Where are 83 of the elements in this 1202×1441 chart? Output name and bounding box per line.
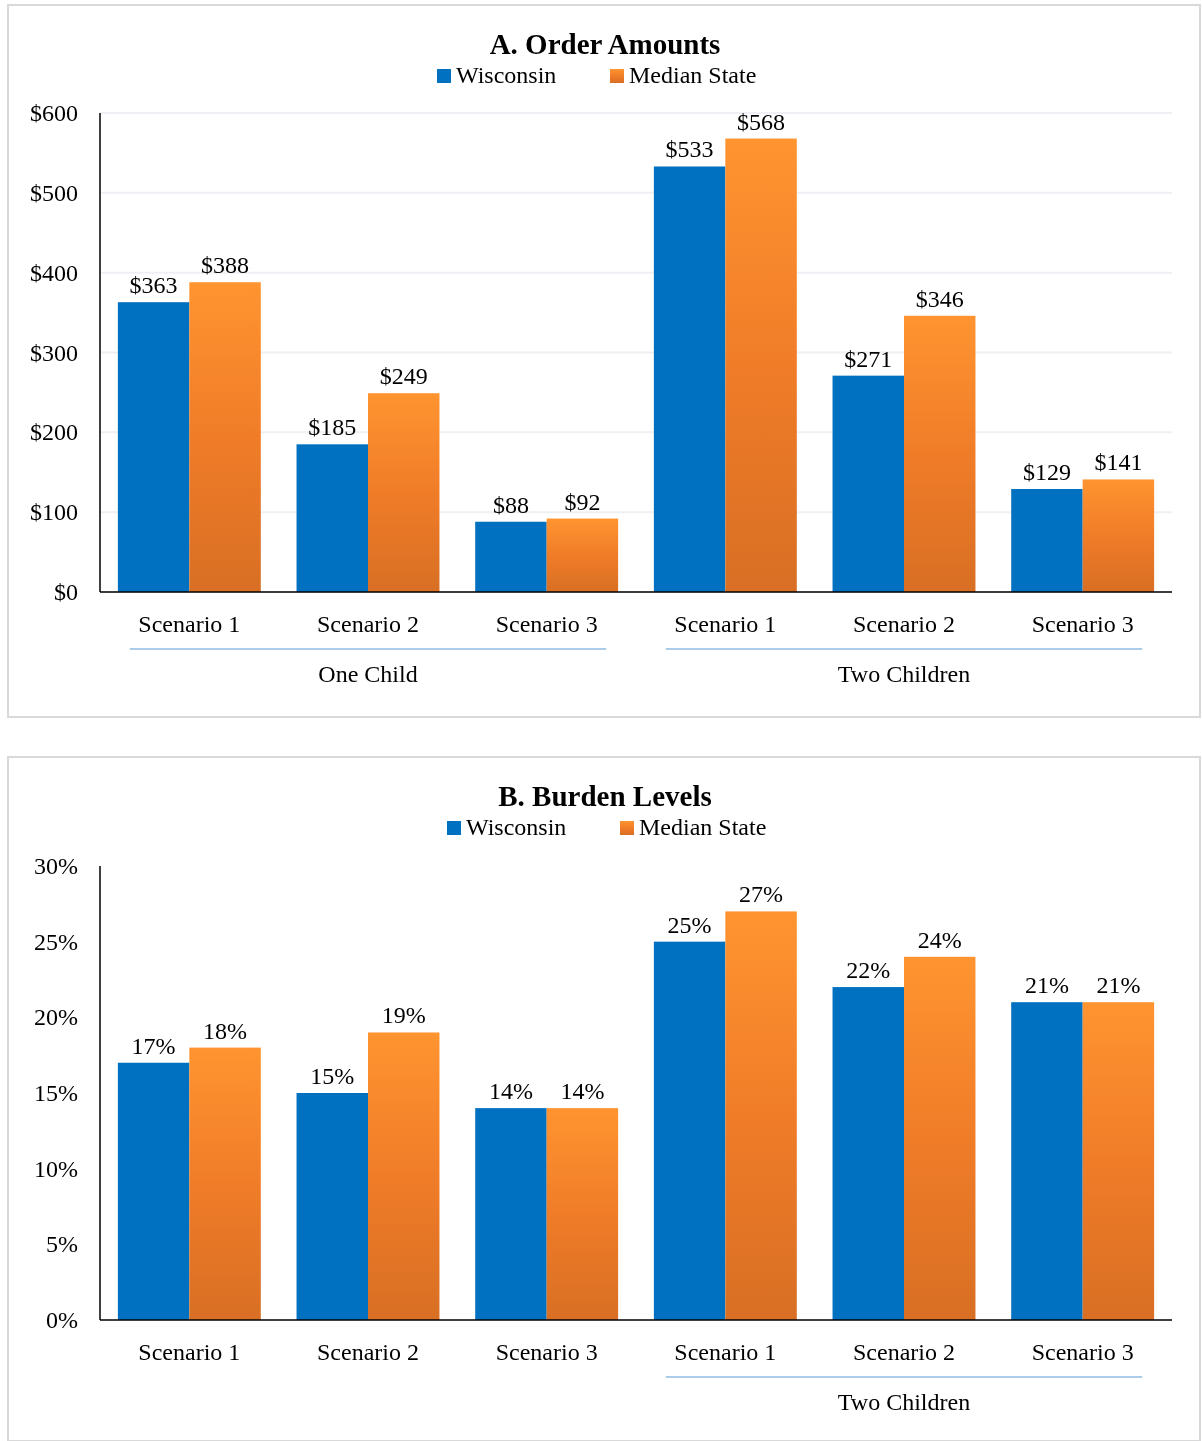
x-tick-label: Scenario 1 <box>674 1339 777 1365</box>
data-label: $92 <box>564 488 601 515</box>
y-tick-label: $200 <box>30 419 78 446</box>
y-tick-label: 0% <box>46 1307 78 1333</box>
bar <box>725 138 797 592</box>
data-label: $185 <box>308 414 357 441</box>
x-tick-label: Scenario 1 <box>138 1339 241 1365</box>
bar <box>475 521 547 592</box>
x-tick-label: Scenario 3 <box>495 611 598 637</box>
data-label: 14% <box>488 1078 533 1105</box>
bar <box>189 282 261 592</box>
bar <box>368 393 440 592</box>
data-label: 25% <box>667 911 712 938</box>
x-tick-label: Scenario 3 <box>495 1339 598 1365</box>
bar <box>1082 479 1155 592</box>
y-tick-label: $600 <box>30 100 78 126</box>
text: One Child <box>318 661 418 687</box>
x-tick-label: Scenario 2 <box>853 1339 955 1365</box>
bar <box>296 1093 368 1320</box>
bar <box>725 911 797 1320</box>
y-tick-label: $300 <box>30 339 78 366</box>
x-tick-label: Scenario 2 <box>317 611 419 637</box>
data-label: $346 <box>915 285 964 312</box>
x-tick-label: Scenario 1 <box>138 611 241 637</box>
x-tick-label: Scenario 2 <box>317 1339 419 1365</box>
data-label: 15% <box>310 1063 355 1089</box>
y-tick-label: 20% <box>34 1004 78 1031</box>
data-label: 22% <box>846 957 891 984</box>
y-tick-label: 25% <box>34 928 78 955</box>
bar <box>1011 489 1083 592</box>
legend-label: Wisconsin <box>456 62 557 88</box>
bar <box>1011 1002 1083 1320</box>
text: Two Children <box>837 1389 971 1415</box>
bar <box>904 956 976 1320</box>
y-tick-label: $100 <box>30 499 78 526</box>
data-label: $388 <box>201 252 250 279</box>
bar <box>117 302 190 592</box>
data-label: 27% <box>739 881 784 908</box>
data-label: 21% <box>1096 972 1141 999</box>
legend-label: Median State <box>639 814 767 840</box>
bar <box>368 1032 440 1320</box>
bar <box>653 941 726 1320</box>
data-label: $88 <box>492 491 529 518</box>
bar <box>475 1108 547 1320</box>
data-label: 14% <box>560 1078 605 1105</box>
chart-title: B. Burden Levels <box>498 780 712 812</box>
x-tick-label: Scenario 1 <box>674 611 777 637</box>
text: Two Children <box>837 661 971 687</box>
data-label: 17% <box>131 1032 176 1059</box>
data-label: $129 <box>1022 459 1071 486</box>
bar <box>832 987 904 1320</box>
bar <box>189 1047 261 1320</box>
bar <box>546 1108 619 1320</box>
bar <box>296 444 368 592</box>
data-label: 21% <box>1024 972 1069 999</box>
y-tick-label: $0 <box>54 579 78 605</box>
data-label: 18% <box>203 1017 248 1044</box>
y-tick-label: 30% <box>34 853 78 879</box>
data-label: $363 <box>129 272 178 299</box>
x-tick-label: Scenario 3 <box>1031 1339 1134 1365</box>
x-tick-label: Scenario 3 <box>1031 611 1134 637</box>
bar <box>904 315 976 592</box>
bar <box>546 518 619 592</box>
x-tick-label: Scenario 2 <box>853 611 955 637</box>
legend-label: Wisconsin <box>466 814 567 840</box>
data-label: $249 <box>379 363 428 390</box>
data-label: $568 <box>737 108 786 135</box>
data-label: 19% <box>381 1002 426 1029</box>
bar <box>117 1062 190 1320</box>
data-label: $533 <box>665 136 714 163</box>
y-tick-label: 15% <box>34 1080 78 1106</box>
bar <box>832 375 904 592</box>
y-tick-label: $400 <box>30 259 78 286</box>
bar <box>1082 1002 1155 1320</box>
legend-label: Median State <box>629 62 757 88</box>
data-label: 24% <box>917 926 962 953</box>
data-label: $271 <box>844 345 893 372</box>
y-tick-label: 5% <box>46 1231 78 1258</box>
data-label: $141 <box>1094 449 1143 476</box>
chart-title: A. Order Amounts <box>489 28 721 60</box>
y-tick-label: $500 <box>30 179 78 206</box>
y-tick-label: 10% <box>34 1155 78 1182</box>
bar <box>653 166 726 592</box>
